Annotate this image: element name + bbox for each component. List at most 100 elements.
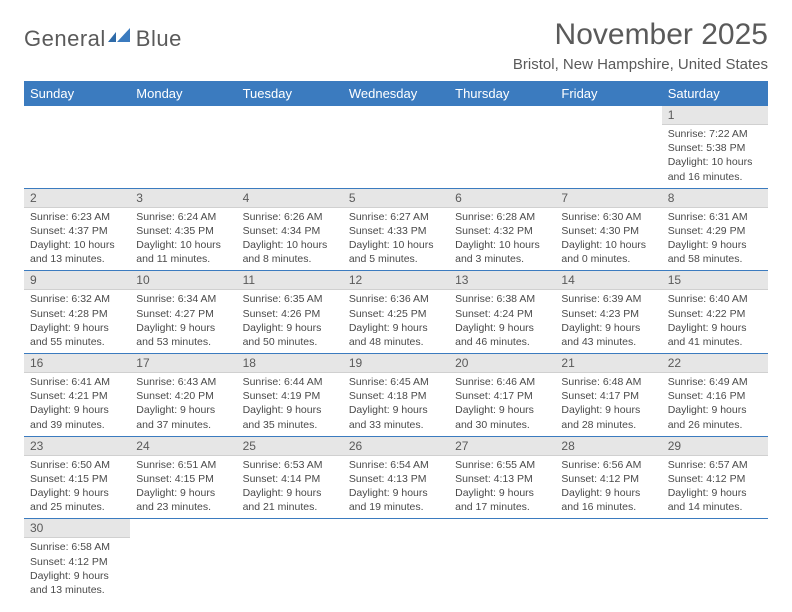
day-details: Sunrise: 6:44 AMSunset: 4:19 PMDaylight:… xyxy=(237,373,343,436)
day-number: 20 xyxy=(449,354,555,373)
day-number: 12 xyxy=(343,271,449,290)
day-detail-line: and 26 minutes. xyxy=(668,418,762,432)
day-detail-line: and 16 minutes. xyxy=(561,500,655,514)
calendar-day-cell: 4Sunrise: 6:26 AMSunset: 4:34 PMDaylight… xyxy=(237,188,343,271)
day-detail-line: and 30 minutes. xyxy=(455,418,549,432)
day-detail-line: Sunrise: 6:50 AM xyxy=(30,458,124,472)
day-number: 15 xyxy=(662,271,768,290)
weekday-header: Wednesday xyxy=(343,81,449,106)
calendar-day-cell xyxy=(237,519,343,601)
day-detail-line: Sunset: 4:34 PM xyxy=(243,224,337,238)
day-detail-line: and 58 minutes. xyxy=(668,252,762,266)
day-detail-line: Daylight: 10 hours xyxy=(561,238,655,252)
calendar-week-row: 2Sunrise: 6:23 AMSunset: 4:37 PMDaylight… xyxy=(24,188,768,271)
day-details: Sunrise: 6:39 AMSunset: 4:23 PMDaylight:… xyxy=(555,290,661,353)
day-details: Sunrise: 6:40 AMSunset: 4:22 PMDaylight:… xyxy=(662,290,768,353)
day-details: Sunrise: 6:54 AMSunset: 4:13 PMDaylight:… xyxy=(343,456,449,519)
day-detail-line: Sunset: 4:17 PM xyxy=(455,389,549,403)
day-detail-line: Sunset: 4:35 PM xyxy=(136,224,230,238)
day-detail-line: Sunrise: 6:26 AM xyxy=(243,210,337,224)
day-number: 19 xyxy=(343,354,449,373)
logo: General Blue xyxy=(24,26,182,52)
day-detail-line: Sunrise: 6:36 AM xyxy=(349,292,443,306)
day-detail-line: Daylight: 9 hours xyxy=(349,403,443,417)
day-detail-line: Sunset: 4:22 PM xyxy=(668,307,762,321)
calendar-day-cell: 26Sunrise: 6:54 AMSunset: 4:13 PMDayligh… xyxy=(343,436,449,519)
day-detail-line: and 3 minutes. xyxy=(455,252,549,266)
day-detail-line: and 50 minutes. xyxy=(243,335,337,349)
day-detail-line: Sunrise: 6:58 AM xyxy=(30,540,124,554)
day-detail-line: Sunset: 4:16 PM xyxy=(668,389,762,403)
day-number: 28 xyxy=(555,437,661,456)
month-title: November 2025 xyxy=(513,18,768,52)
day-detail-line: Sunrise: 6:35 AM xyxy=(243,292,337,306)
day-detail-line: Daylight: 9 hours xyxy=(243,403,337,417)
day-detail-line: Daylight: 9 hours xyxy=(561,403,655,417)
day-detail-line: Sunset: 4:37 PM xyxy=(30,224,124,238)
day-detail-line: Sunrise: 6:44 AM xyxy=(243,375,337,389)
calendar-day-cell xyxy=(343,519,449,601)
calendar-day-cell xyxy=(555,519,661,601)
day-details: Sunrise: 6:30 AMSunset: 4:30 PMDaylight:… xyxy=(555,208,661,271)
day-detail-line: Sunset: 4:13 PM xyxy=(349,472,443,486)
day-detail-line: Daylight: 9 hours xyxy=(349,486,443,500)
day-detail-line: and 23 minutes. xyxy=(136,500,230,514)
calendar-day-cell: 11Sunrise: 6:35 AMSunset: 4:26 PMDayligh… xyxy=(237,271,343,354)
day-detail-line: Sunrise: 6:49 AM xyxy=(668,375,762,389)
day-details: Sunrise: 6:24 AMSunset: 4:35 PMDaylight:… xyxy=(130,208,236,271)
day-detail-line: Sunset: 4:27 PM xyxy=(136,307,230,321)
day-detail-line: and 53 minutes. xyxy=(136,335,230,349)
day-details: Sunrise: 6:46 AMSunset: 4:17 PMDaylight:… xyxy=(449,373,555,436)
day-detail-line: Sunset: 4:14 PM xyxy=(243,472,337,486)
calendar-day-cell: 28Sunrise: 6:56 AMSunset: 4:12 PMDayligh… xyxy=(555,436,661,519)
day-detail-line: Daylight: 9 hours xyxy=(455,321,549,335)
calendar-day-cell: 25Sunrise: 6:53 AMSunset: 4:14 PMDayligh… xyxy=(237,436,343,519)
day-number: 11 xyxy=(237,271,343,290)
day-detail-line: Sunset: 4:19 PM xyxy=(243,389,337,403)
day-details: Sunrise: 6:51 AMSunset: 4:15 PMDaylight:… xyxy=(130,456,236,519)
day-detail-line: Sunset: 4:12 PM xyxy=(668,472,762,486)
day-detail-line: and 11 minutes. xyxy=(136,252,230,266)
day-details: Sunrise: 6:28 AMSunset: 4:32 PMDaylight:… xyxy=(449,208,555,271)
day-detail-line: Sunrise: 6:51 AM xyxy=(136,458,230,472)
day-detail-line: and 39 minutes. xyxy=(30,418,124,432)
calendar-day-cell xyxy=(555,106,661,188)
calendar-day-cell: 17Sunrise: 6:43 AMSunset: 4:20 PMDayligh… xyxy=(130,354,236,437)
day-details: Sunrise: 6:26 AMSunset: 4:34 PMDaylight:… xyxy=(237,208,343,271)
day-number: 6 xyxy=(449,189,555,208)
day-detail-line: Sunrise: 6:27 AM xyxy=(349,210,443,224)
day-number: 29 xyxy=(662,437,768,456)
day-detail-line: Daylight: 9 hours xyxy=(455,403,549,417)
weekday-header: Sunday xyxy=(24,81,130,106)
day-details: Sunrise: 6:56 AMSunset: 4:12 PMDaylight:… xyxy=(555,456,661,519)
day-detail-line: Daylight: 10 hours xyxy=(243,238,337,252)
day-details: Sunrise: 6:32 AMSunset: 4:28 PMDaylight:… xyxy=(24,290,130,353)
day-detail-line: Sunrise: 7:22 AM xyxy=(668,127,762,141)
day-detail-line: and 33 minutes. xyxy=(349,418,443,432)
day-number: 13 xyxy=(449,271,555,290)
day-details: Sunrise: 6:50 AMSunset: 4:15 PMDaylight:… xyxy=(24,456,130,519)
day-details: Sunrise: 7:22 AMSunset: 5:38 PMDaylight:… xyxy=(662,125,768,188)
day-detail-line: and 16 minutes. xyxy=(668,170,762,184)
day-detail-line: Daylight: 10 hours xyxy=(30,238,124,252)
day-detail-line: Daylight: 10 hours xyxy=(668,155,762,169)
day-details: Sunrise: 6:34 AMSunset: 4:27 PMDaylight:… xyxy=(130,290,236,353)
day-detail-line: Sunrise: 6:24 AM xyxy=(136,210,230,224)
calendar-day-cell xyxy=(130,106,236,188)
calendar-day-cell: 10Sunrise: 6:34 AMSunset: 4:27 PMDayligh… xyxy=(130,271,236,354)
day-detail-line: Daylight: 10 hours xyxy=(455,238,549,252)
day-detail-line: Sunset: 4:32 PM xyxy=(455,224,549,238)
day-detail-line: Daylight: 9 hours xyxy=(561,486,655,500)
day-details: Sunrise: 6:57 AMSunset: 4:12 PMDaylight:… xyxy=(662,456,768,519)
day-detail-line: Sunset: 4:12 PM xyxy=(561,472,655,486)
calendar-day-cell xyxy=(237,106,343,188)
calendar-day-cell: 12Sunrise: 6:36 AMSunset: 4:25 PMDayligh… xyxy=(343,271,449,354)
day-detail-line: Daylight: 9 hours xyxy=(243,486,337,500)
day-detail-line: Sunset: 4:13 PM xyxy=(455,472,549,486)
day-detail-line: Sunrise: 6:34 AM xyxy=(136,292,230,306)
day-number: 7 xyxy=(555,189,661,208)
day-detail-line: Sunrise: 6:32 AM xyxy=(30,292,124,306)
day-details: Sunrise: 6:55 AMSunset: 4:13 PMDaylight:… xyxy=(449,456,555,519)
calendar-table: Sunday Monday Tuesday Wednesday Thursday… xyxy=(24,81,768,601)
day-detail-line: and 46 minutes. xyxy=(455,335,549,349)
